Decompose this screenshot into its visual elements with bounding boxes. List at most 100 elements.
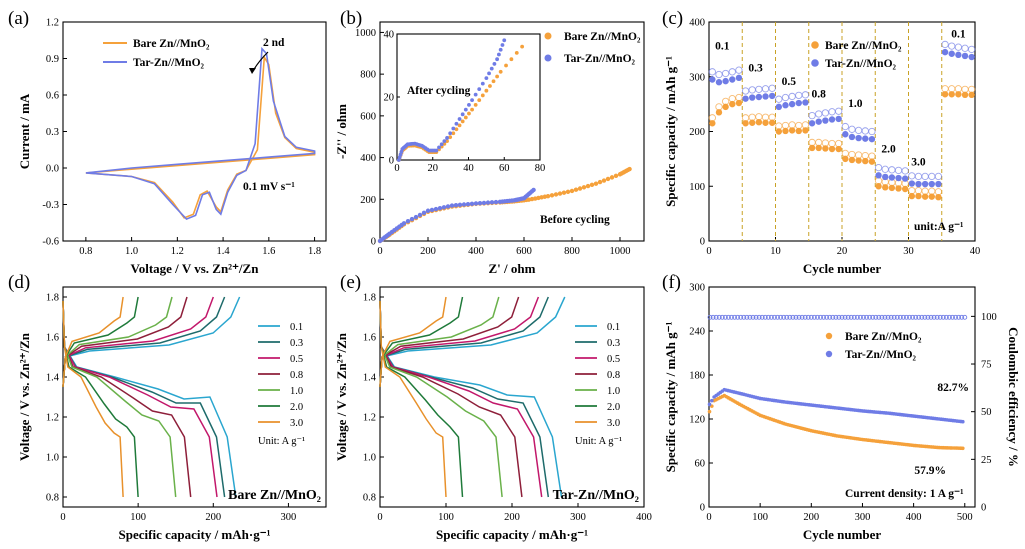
panel-letter-d: (d): [8, 272, 30, 293]
legend-label: Bare Zn//MnO₂: [133, 38, 210, 50]
x-tick-label: 400: [468, 246, 484, 257]
inset-x-tick-label: 80: [535, 163, 546, 174]
nyquist-point-bare: [569, 188, 575, 194]
discharge-curve: [379, 300, 563, 498]
inset-y-tick-label: 20: [384, 93, 395, 104]
y-tick-label: 1.0: [363, 453, 376, 464]
legend-label: 0.1: [607, 322, 620, 333]
ce-point: [953, 314, 959, 320]
nyquist-point-bare: [565, 189, 571, 195]
ce-point: [888, 314, 894, 320]
ce-point: [821, 314, 827, 320]
legend-label: 2.0: [290, 402, 303, 413]
y-tick-label: 800: [360, 70, 376, 81]
nyquist-point-tar: [401, 221, 407, 226]
x-tick-label: 200: [205, 512, 221, 523]
inset-point-tar: [463, 107, 468, 112]
rate-point-open-bare: [848, 150, 856, 159]
y-tick-label: 120: [689, 415, 705, 426]
nyquist-point-tar: [465, 201, 471, 207]
annotation-tar-retention: 82.7%: [937, 382, 969, 394]
ce-point: [729, 314, 734, 320]
inset-point-bare: [463, 115, 468, 120]
y-tick-label: 1.8: [363, 293, 376, 304]
rate-point-open-bare: [788, 121, 796, 129]
rate-point-open-bare: [721, 97, 730, 106]
panel-letter-c: (c): [662, 8, 683, 29]
x-tick-label: 0: [706, 246, 711, 257]
ce-point: [864, 314, 870, 320]
rate-point-open-bare: [808, 138, 816, 147]
ce-point: [845, 314, 851, 320]
rate-point-open-tar: [921, 172, 929, 181]
ce-point: [805, 314, 811, 320]
inset-point-bare: [470, 107, 474, 112]
y-right-tick-label: 0: [981, 503, 986, 514]
ce-point: [738, 314, 744, 320]
inset-y-tick-label: 0: [389, 156, 394, 167]
y-axis-label: Specific capacity / mAh g⁻¹: [663, 321, 678, 472]
ce-point: [894, 314, 900, 320]
y-tick-label: -0.3: [42, 200, 59, 211]
inset-point-bare: [520, 44, 525, 49]
rate-point-open-tar: [728, 68, 736, 76]
rate-label: 1.0: [848, 98, 863, 110]
rate-point-bare: [961, 91, 969, 99]
y-tick-label: 1.2: [46, 413, 59, 424]
nyquist-point-tar: [421, 210, 427, 216]
rate-point-bare: [848, 156, 856, 164]
ce-point: [768, 314, 774, 320]
rate-point-tar: [788, 100, 796, 108]
rate-point-tar: [968, 53, 975, 61]
inset-point-bare: [457, 123, 462, 128]
inset-point-tar: [439, 142, 444, 147]
ce-point: [830, 314, 836, 320]
nyquist-point-bare: [577, 186, 583, 191]
y-tick-label: 1.4: [46, 373, 60, 384]
x-axis-label: Voltage / V vs. Zn²⁺/Zn: [131, 261, 260, 276]
rate-point-tar: [848, 133, 856, 141]
rate-point-bare: [835, 145, 842, 153]
rate-point-open-tar: [788, 92, 796, 101]
rate-point-open-tar: [854, 126, 863, 135]
inset-point-tar: [442, 139, 447, 144]
unit-label: unit:A g⁻¹: [914, 221, 963, 233]
ce-point: [765, 314, 771, 320]
ce-point: [913, 314, 919, 320]
inset-point-bare: [488, 84, 492, 88]
inset-point-tar: [477, 87, 482, 92]
x-tick-label: 1.0: [125, 246, 138, 257]
nyquist-point-tar: [531, 187, 536, 193]
ce-point: [839, 314, 845, 320]
rate-point-bare: [862, 157, 869, 165]
rate-point-open-bare: [795, 121, 803, 130]
inset-point-tar: [451, 126, 456, 131]
ce-point: [922, 314, 928, 320]
legend-label: Bare Zn//MnO₂: [825, 40, 902, 52]
inset-point-tar: [460, 112, 465, 117]
rate-point-bare: [955, 91, 962, 98]
inset-y-tick-label: 40: [384, 30, 395, 41]
rate-point-open-bare: [708, 114, 716, 122]
ce-point: [753, 314, 759, 320]
legend-title: Unit: A g⁻¹: [575, 436, 622, 447]
rate-point-bare: [709, 120, 716, 127]
discharge-curve: [62, 300, 192, 498]
ce-point: [781, 314, 787, 320]
legend-marker: [825, 350, 833, 358]
rate-point-open-bare: [741, 114, 750, 122]
rate-point-tar: [729, 76, 736, 83]
rate-point-open-bare: [928, 187, 936, 195]
rate-point-bare: [935, 194, 942, 201]
inset-point-tar: [448, 131, 453, 136]
rate-point-tar: [808, 120, 816, 127]
rate-point-open-bare: [908, 186, 916, 195]
rate-point-tar: [928, 180, 935, 188]
rate-point-bare: [908, 192, 916, 200]
legend-label: Bare Zn//MnO₂: [564, 31, 641, 43]
y-tick-label: 0.8: [46, 493, 59, 504]
legend-label: 0.1: [290, 322, 303, 333]
y-axis-label: -Z'' / ohm: [334, 104, 349, 159]
ce-point: [824, 314, 830, 320]
